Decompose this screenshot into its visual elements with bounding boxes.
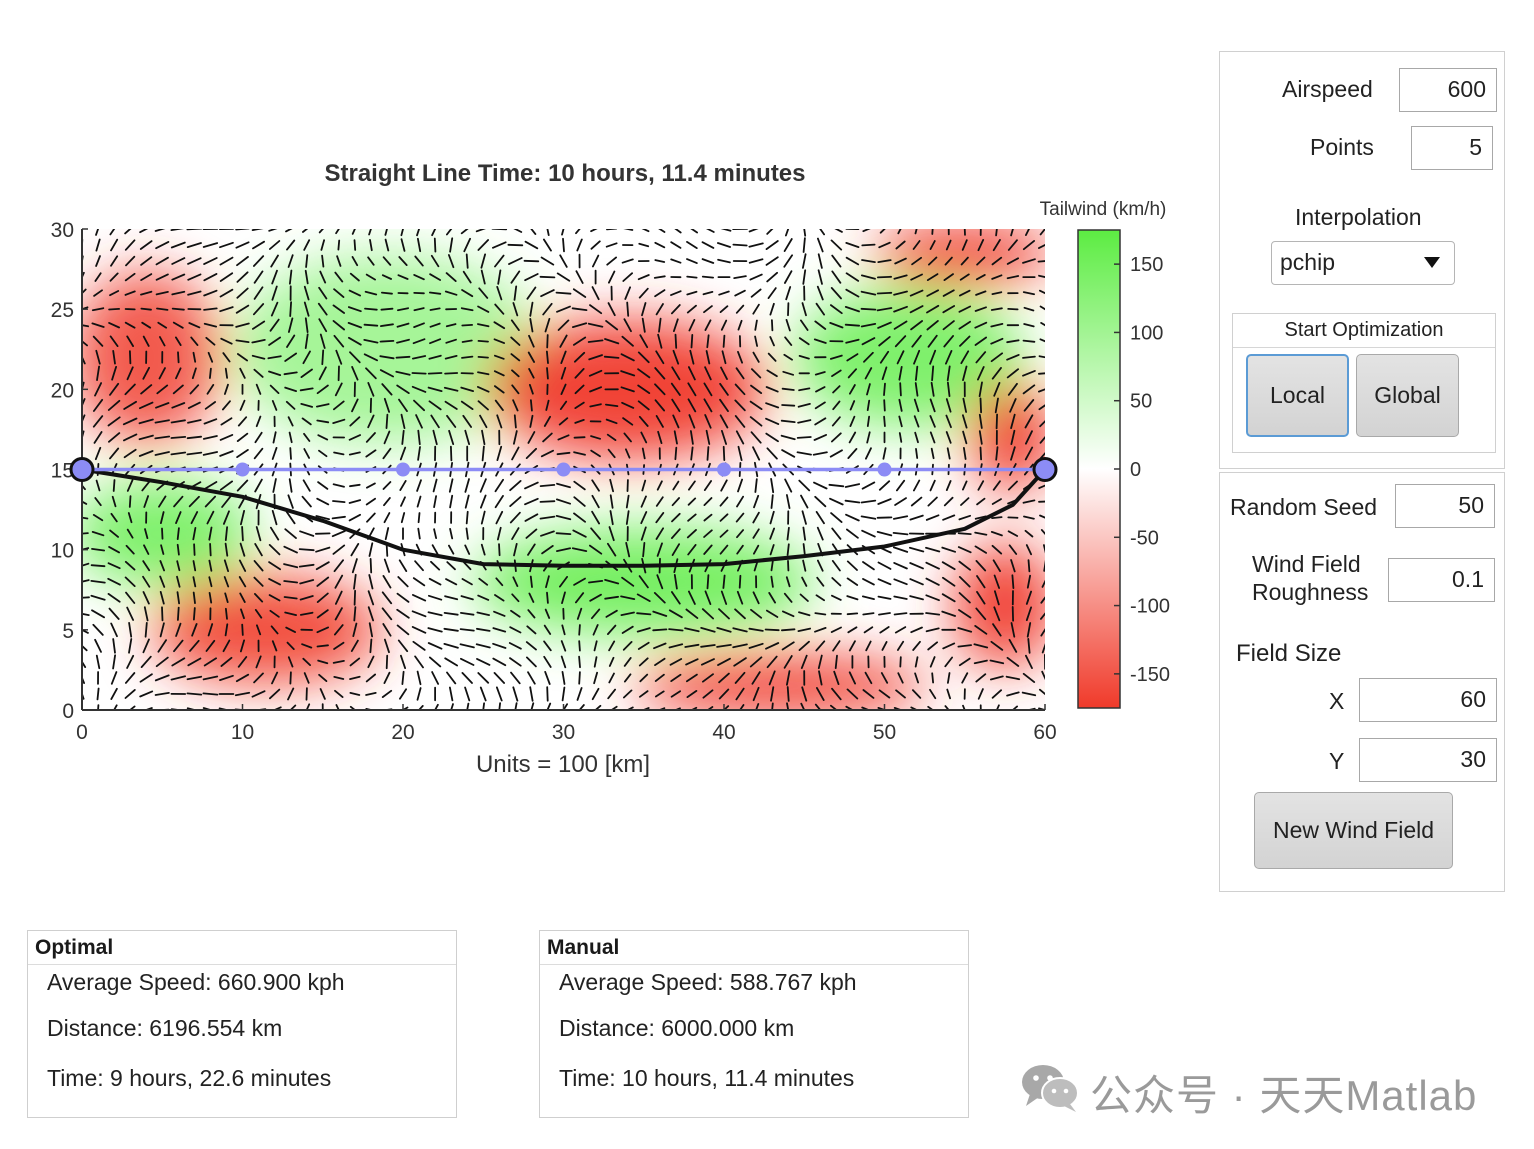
random-seed-field[interactable]: 50 [1395, 484, 1495, 528]
optimal-speed: Average Speed: 660.900 kph [47, 969, 345, 995]
colorbar-tick-label: 100 [1130, 322, 1163, 344]
wind-region [152, 575, 381, 684]
x-tick-label: 60 [1033, 721, 1056, 744]
colorbar-tick-label: 0 [1130, 459, 1141, 481]
field-size-y-field[interactable]: 30 [1359, 738, 1497, 782]
manual-time: Time: 10 hours, 11.4 minutes [559, 1065, 855, 1091]
airspeed-field[interactable]: 600 [1399, 68, 1497, 112]
local-button[interactable]: Local [1246, 354, 1349, 437]
field-size-x-field[interactable]: 60 [1359, 678, 1497, 722]
y-tick-label: 5 [62, 620, 74, 643]
optimal-results: Optimal Average Speed: 660.900 kph Dista… [27, 930, 457, 1118]
y-tick-label: 25 [51, 299, 74, 322]
x-tick-label: 0 [76, 721, 88, 744]
y-tick-label: 15 [51, 460, 74, 483]
colorbar-tick-label: 150 [1130, 254, 1163, 276]
manual-title: Manual [540, 931, 968, 965]
wind-region [633, 655, 927, 710]
colorbar-tick-label: 50 [1130, 391, 1152, 413]
manual-results: Manual Average Speed: 588.767 kph Distan… [539, 930, 969, 1118]
start-optimization-title: Start Optimization [1233, 314, 1495, 348]
y-tick-label: 10 [51, 540, 74, 563]
wechat-icon [1022, 1065, 1079, 1112]
optimal-title: Optimal [28, 931, 456, 965]
interpolation-value: pchip [1280, 249, 1335, 275]
x-tick-label: 50 [873, 721, 896, 744]
start-optimization-group: Start Optimization Local Global [1232, 313, 1496, 453]
points-label: Points [1310, 134, 1374, 160]
field-size-x-label: X [1329, 688, 1345, 714]
wind-region [970, 383, 1045, 492]
new-wind-field-button[interactable]: New Wind Field [1254, 792, 1453, 869]
interpolation-dropdown[interactable]: pchip [1271, 241, 1455, 285]
colorbar-tick-label: -50 [1130, 527, 1159, 549]
control-panel-bottom: Random Seed 50 Wind Field Roughness 0.1 … [1219, 472, 1505, 892]
x-tick-label: 30 [552, 721, 575, 744]
path-endpoint [1032, 457, 1058, 482]
manual-distance: Distance: 6000.000 km [559, 1015, 795, 1041]
wind-region [874, 229, 1045, 284]
colorbar-tick-label: -100 [1130, 596, 1170, 618]
points-field[interactable]: 5 [1411, 126, 1493, 170]
wind-field-plot[interactable]: Straight Line Time: 10 hours, 11.4 minut… [0, 0, 1200, 800]
roughness-field[interactable]: 0.1 [1388, 558, 1495, 602]
path-control-point [556, 462, 571, 477]
field-size-label: Field Size [1236, 640, 1342, 667]
control-panel-top: Airspeed 600 Points 5 Interpolation pchi… [1219, 51, 1505, 469]
path-control-point [717, 462, 731, 477]
y-tick-label: 20 [51, 379, 74, 402]
wind-region [82, 271, 221, 444]
x-tick-label: 10 [231, 721, 254, 744]
path-control-point [877, 462, 892, 477]
wind-region [232, 255, 542, 444]
path-control-point [396, 462, 410, 477]
optimal-time: Time: 9 hours, 22.6 minutes [47, 1065, 332, 1091]
optimal-distance: Distance: 6196.554 km [47, 1015, 283, 1041]
field-size-y-label: Y [1329, 748, 1345, 774]
airspeed-label: Airspeed [1282, 76, 1373, 102]
x-axis-label: Units = 100 [km] [476, 751, 650, 778]
global-button[interactable]: Global [1356, 354, 1459, 437]
y-tick-label: 30 [51, 219, 74, 242]
x-tick-label: 20 [391, 721, 414, 744]
path-endpoint [69, 457, 95, 482]
plot-title: Straight Line Time: 10 hours, 11.4 minut… [324, 160, 805, 187]
path-control-point [235, 462, 250, 477]
y-tick-label: 0 [62, 700, 74, 723]
wind-region [954, 543, 1045, 668]
roughness-label-line2: Roughness [1252, 579, 1369, 605]
colorbar-tick-label: -150 [1130, 664, 1170, 686]
x-tick-label: 40 [712, 721, 735, 744]
watermark-text: 公众号 · 天天Matlab [1090, 1072, 1478, 1119]
optimal-path-line [81, 467, 1047, 568]
manual-speed: Average Speed: 588.767 kph [559, 969, 857, 995]
random-seed-label: Random Seed [1230, 494, 1378, 520]
colorbar [1077, 229, 1121, 709]
interpolation-label: Interpolation [1295, 204, 1422, 230]
roughness-label-line1: Wind Field [1252, 551, 1361, 577]
chevron-down-icon [1424, 257, 1440, 268]
colorbar-label: Tailwind (km/h) [1040, 199, 1167, 220]
